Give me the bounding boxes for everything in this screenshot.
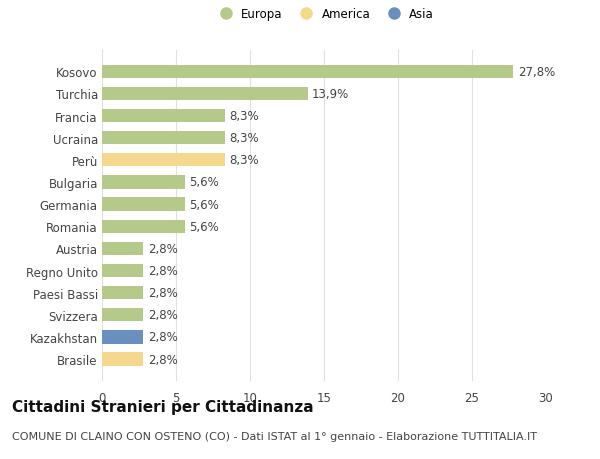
Text: 5,6%: 5,6% <box>190 176 219 189</box>
Bar <box>102 264 143 278</box>
Text: 5,6%: 5,6% <box>190 220 219 233</box>
Text: 8,3%: 8,3% <box>229 132 259 145</box>
Bar <box>102 242 143 256</box>
Bar <box>102 353 143 366</box>
Text: 2,8%: 2,8% <box>148 264 178 277</box>
Text: 2,8%: 2,8% <box>148 308 178 322</box>
Bar <box>102 110 225 123</box>
Text: 27,8%: 27,8% <box>518 66 555 78</box>
Text: 5,6%: 5,6% <box>190 198 219 211</box>
Legend: Europa, America, Asia: Europa, America, Asia <box>209 4 439 26</box>
Bar <box>102 66 514 79</box>
Text: 8,3%: 8,3% <box>229 154 259 167</box>
Bar <box>102 220 185 234</box>
Bar <box>102 88 308 101</box>
Bar <box>102 286 143 300</box>
Bar <box>102 198 185 211</box>
Bar <box>102 132 225 145</box>
Bar <box>102 176 185 189</box>
Bar <box>102 154 225 167</box>
Text: 2,8%: 2,8% <box>148 242 178 255</box>
Text: COMUNE DI CLAINO CON OSTENO (CO) - Dati ISTAT al 1° gennaio - Elaborazione TUTTI: COMUNE DI CLAINO CON OSTENO (CO) - Dati … <box>12 431 537 442</box>
Text: 2,8%: 2,8% <box>148 286 178 300</box>
Bar <box>102 330 143 344</box>
Text: 2,8%: 2,8% <box>148 331 178 344</box>
Bar <box>102 308 143 322</box>
Text: Cittadini Stranieri per Cittadinanza: Cittadini Stranieri per Cittadinanza <box>12 399 314 414</box>
Text: 8,3%: 8,3% <box>229 110 259 123</box>
Text: 2,8%: 2,8% <box>148 353 178 366</box>
Text: 13,9%: 13,9% <box>312 88 349 101</box>
